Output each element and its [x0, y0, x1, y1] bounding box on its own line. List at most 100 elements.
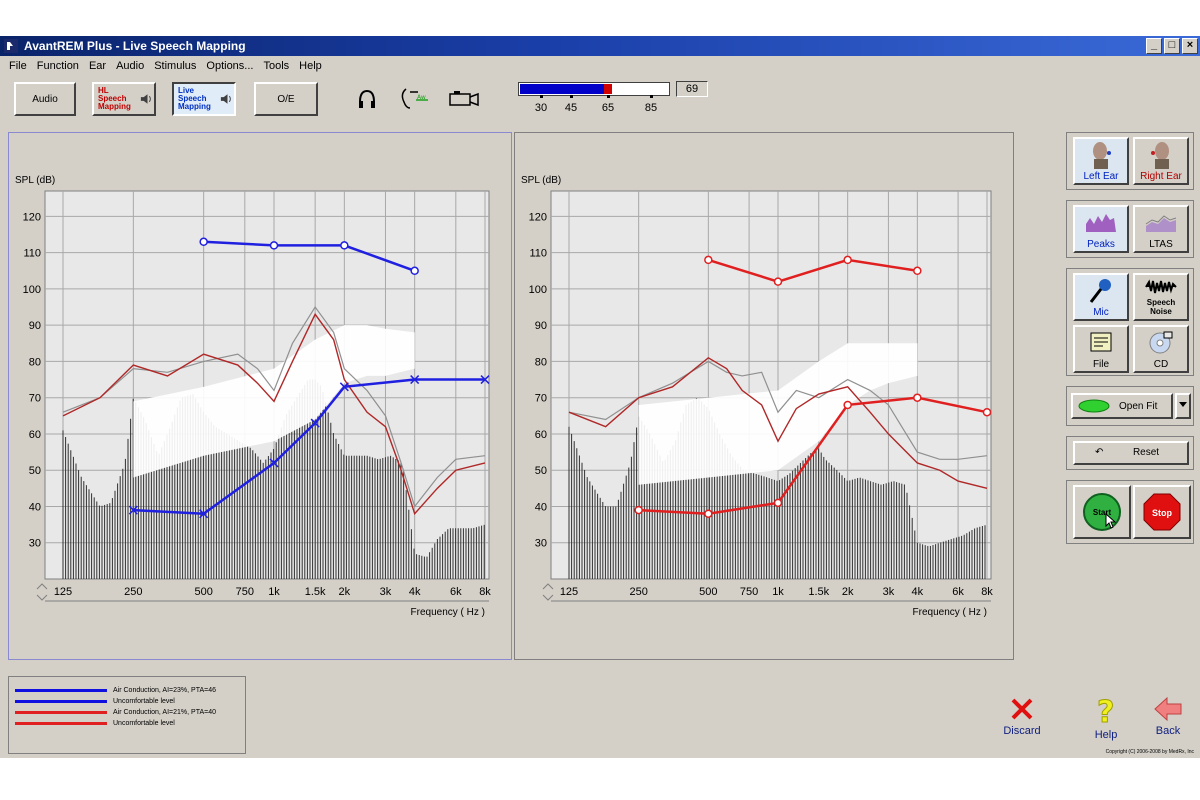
x-tick-label: 6k	[952, 586, 964, 598]
stop-sign-icon	[1143, 493, 1181, 531]
y-tick-label: 40	[29, 501, 41, 513]
x-tick-label: 250	[629, 586, 647, 598]
headphones-icon[interactable]	[356, 88, 378, 110]
uncomfortable-level-line	[707, 258, 918, 283]
cd-icon	[1149, 331, 1173, 354]
back-arrow-icon	[1154, 696, 1182, 722]
speaker-icon	[140, 94, 151, 104]
back-button[interactable]: Back	[1143, 696, 1193, 737]
right-ear-face-icon	[1151, 142, 1169, 169]
ear-select-group: Left Ear Right Ear	[1066, 132, 1194, 190]
live-label-1: Live	[178, 86, 195, 95]
menu-help[interactable]: Help	[299, 60, 322, 72]
y-tick-label: 120	[23, 211, 41, 223]
left-ear-face-icon	[1093, 142, 1111, 169]
threshold-marker	[704, 509, 713, 518]
level-tick-label: 85	[644, 102, 658, 114]
ucl-marker	[269, 241, 279, 250]
speech-noise-label-1: Speech	[1146, 298, 1176, 307]
start-button[interactable]: Start	[1073, 485, 1131, 539]
stop-button[interactable]: Stop	[1133, 485, 1191, 539]
y-tick-label: 30	[29, 538, 41, 550]
discard-button[interactable]: Discard	[997, 696, 1047, 737]
aided-peak-red-curve	[62, 312, 486, 516]
menu-file[interactable]: File	[9, 60, 27, 72]
x-tick-label: 2k	[339, 586, 351, 598]
right-ear-chart-panel: 30 40 50 60 70 80 90 100 110 120 125 250 500 750 1k 1.5…	[514, 132, 1014, 660]
legend: Air Conduction, AI=23%, PTA=46 Uncomfort…	[8, 676, 246, 754]
threshold-marker	[982, 407, 992, 417]
back-label: Back	[1155, 725, 1181, 737]
threshold-marker	[339, 382, 349, 392]
x-tick-label: 1k	[772, 586, 784, 598]
y-tick-label: 90	[29, 320, 41, 332]
y-tick-label: 100	[529, 284, 547, 296]
help-button[interactable]: ? Help	[1081, 695, 1131, 742]
cd-button[interactable]: CD	[1133, 325, 1189, 373]
threshold-marker	[269, 458, 279, 468]
close-button[interactable]: ×	[1182, 38, 1198, 54]
open-fit-label: Open Fit	[1119, 400, 1158, 412]
aided-peak-gray-curve	[568, 360, 988, 460]
minimize-button[interactable]: _	[1146, 38, 1162, 54]
menu-stimulus[interactable]: Stimulus	[154, 60, 197, 72]
level-tick-mark	[540, 95, 543, 98]
menu-tools[interactable]: Tools	[263, 60, 290, 72]
y-tick-label: 90	[535, 320, 547, 332]
input-level-meter	[518, 82, 670, 96]
threshold-marker	[913, 393, 922, 402]
y-tick-label: 80	[29, 356, 41, 368]
menu-function[interactable]: Function	[36, 60, 79, 72]
threshold-marker	[128, 505, 138, 515]
threshold-marker	[773, 498, 783, 508]
axis-scroll-icon	[542, 583, 554, 601]
discard-x-icon	[1011, 698, 1033, 720]
audio-button-label: Audio	[32, 93, 58, 105]
mic-button[interactable]: Mic	[1073, 273, 1129, 321]
level-tick-label: 30	[534, 102, 548, 114]
legend-item: Uncomfortable level	[15, 696, 175, 706]
help-label: Help	[1094, 729, 1118, 741]
ear-probe-icon[interactable]: Aw	[398, 86, 432, 112]
microphone-icon	[1089, 279, 1111, 303]
y-axis-title: SPL (dB)	[15, 175, 55, 186]
right-ear-chart: 30 40 50 60 70 80 90 100 110 120 125 250 500 750 1k 1.5…	[521, 175, 993, 618]
y-tick-label: 60	[29, 429, 41, 441]
oe-button-label: O/E	[277, 93, 295, 105]
menu-ear[interactable]: Ear	[88, 60, 107, 72]
threshold-marker	[199, 509, 209, 519]
level-tick-mark	[607, 95, 610, 98]
ltas-button[interactable]: LTAS	[1133, 205, 1189, 253]
legend-swatch	[15, 699, 107, 703]
display-mode-group: Peaks LTAS	[1066, 200, 1194, 258]
oe-button[interactable]: O/E	[254, 82, 318, 116]
x-tick-label: 250	[124, 586, 142, 598]
maximize-button[interactable]: □	[1164, 38, 1180, 54]
uncomfortable-level-line	[203, 240, 416, 272]
open-fit-dropdown[interactable]	[1175, 393, 1191, 419]
menu-bar: File Function Ear Audio Stimulus Options…	[0, 56, 1200, 76]
reset-button[interactable]: ↶ Reset	[1073, 441, 1189, 465]
speech-noise-button[interactable]: Speech Noise	[1133, 273, 1189, 321]
right-ear-button[interactable]: Right Ear	[1133, 137, 1189, 185]
legend-item: Air Conduction, AI=21%, PTA=40	[15, 707, 216, 717]
ucl-marker	[913, 266, 922, 276]
right-ear-label: Right Ear	[1140, 171, 1182, 182]
camera-icon[interactable]	[448, 90, 480, 108]
x-tick-label: 1.5k	[305, 586, 326, 598]
x-tick-label: 125	[560, 586, 578, 598]
menu-options[interactable]: Options...	[206, 60, 254, 72]
live-speech-mapping-button[interactable]: Live Speech Mapping	[172, 82, 236, 116]
audio-button[interactable]: Audio	[14, 82, 76, 116]
peaks-button[interactable]: Peaks	[1073, 205, 1129, 253]
legend-item: Air Conduction, AI=23%, PTA=46	[15, 685, 216, 695]
left-ear-button[interactable]: Left Ear	[1073, 137, 1129, 185]
y-tick-label: 100	[23, 284, 41, 296]
open-fit-button[interactable]: Open Fit	[1071, 393, 1173, 419]
ucl-marker	[843, 255, 852, 265]
file-button[interactable]: File	[1073, 325, 1129, 373]
x-tick-label: 125	[54, 586, 72, 598]
hl-speech-mapping-button[interactable]: HL Speech Mapping	[92, 82, 156, 116]
menu-audio[interactable]: Audio	[116, 60, 145, 72]
x-tick-label: 750	[740, 586, 758, 598]
